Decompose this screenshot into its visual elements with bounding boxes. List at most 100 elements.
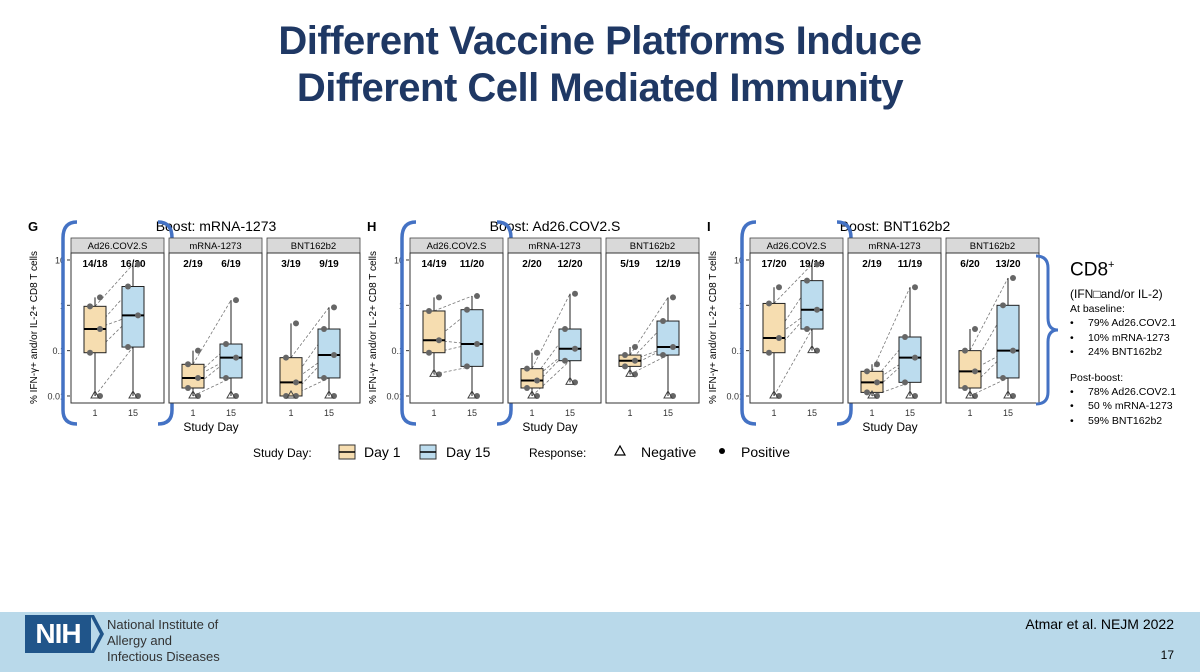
box-day15 <box>558 328 582 362</box>
data-point <box>426 349 432 356</box>
responder-count: 11/19 <box>898 259 923 270</box>
data-point <box>632 357 638 364</box>
data-point <box>524 365 530 372</box>
data-point <box>562 357 568 364</box>
panel-letter: H <box>367 219 376 234</box>
data-point <box>660 318 666 325</box>
highlight-bracket-left <box>400 220 417 426</box>
responder-count: 12/20 <box>557 259 582 270</box>
data-point <box>195 374 201 381</box>
responder-count: 12/19 <box>655 259 680 270</box>
paired-line <box>433 295 473 312</box>
data-point <box>962 384 968 391</box>
data-point <box>972 368 978 375</box>
data-point <box>464 363 470 370</box>
baseline-item: 79% Ad26.COV2.1 <box>1070 316 1200 331</box>
institute-name-line2: Allergy and <box>107 633 173 648</box>
x-tick-label: 1 <box>771 408 776 418</box>
data-point <box>804 277 810 284</box>
negative-point <box>565 376 575 385</box>
x-tick-label: 15 <box>324 408 334 418</box>
baseline-list: 79% Ad26.COV2.1 10% mRNA-1273 24% BNT162… <box>1070 316 1200 360</box>
paired-line <box>871 287 911 372</box>
negative-point <box>226 389 236 399</box>
box-day15 <box>656 320 680 356</box>
y-tick-label: 0.01 <box>386 391 404 401</box>
data-point <box>195 347 201 354</box>
negative-point <box>905 389 915 399</box>
x-tick-label: 1 <box>431 408 436 418</box>
slide-title-line1: Different Vaccine Platforms Induce <box>278 19 922 63</box>
paired-line <box>290 307 330 358</box>
paired-line <box>531 360 571 397</box>
negative-point <box>128 389 138 399</box>
data-point <box>1000 374 1006 381</box>
negative-point <box>625 368 635 377</box>
data-point <box>534 377 540 384</box>
data-point <box>474 293 480 300</box>
y-axis-label: % IFN-γ+ and/or IL-2+ CD8 T cells <box>29 251 40 404</box>
data-point <box>670 344 676 351</box>
data-point <box>293 320 299 327</box>
y-axis-label: % IFN-γ+ and/or IL-2+ CD8 T cells <box>368 251 379 404</box>
paired-line <box>192 377 232 397</box>
data-point <box>766 349 772 356</box>
negative-point <box>90 389 100 399</box>
slide-title: Different Vaccine Platforms Induce Diffe… <box>0 18 1200 112</box>
y-tick-label: 0.1 <box>52 346 65 356</box>
facet-strip-label: mRNA-1273 <box>528 241 580 252</box>
data-point <box>135 312 141 319</box>
data-point <box>1000 302 1006 309</box>
responder-count: 5/19 <box>620 259 640 270</box>
data-point <box>185 361 191 368</box>
box-day15 <box>800 280 824 330</box>
data-point <box>464 306 470 313</box>
paired-line <box>192 299 232 365</box>
y-tick-label: 0.1 <box>391 346 404 356</box>
data-point <box>1010 275 1016 282</box>
data-point <box>436 337 442 344</box>
x-axis-label: Study Day <box>522 420 577 434</box>
legend-label-negative: Negative <box>641 444 696 460</box>
data-point <box>766 300 772 307</box>
data-point <box>1010 347 1016 354</box>
negative-point <box>324 389 334 399</box>
responder-count: 2/19 <box>862 259 882 270</box>
data-point <box>321 326 327 333</box>
x-tick-label: 15 <box>807 408 817 418</box>
facet-strip-label: BNT162b2 <box>630 241 675 252</box>
postboost-item: 78% Ad26.COV2.1 <box>1070 385 1200 400</box>
institute-name-line1: National Institute of <box>107 617 219 632</box>
negative-point <box>663 389 673 399</box>
paired-line <box>94 346 134 397</box>
responder-count: 14/18 <box>82 259 107 270</box>
negative-point <box>286 389 296 399</box>
data-point <box>185 384 191 391</box>
data-point <box>293 379 299 386</box>
data-point <box>814 306 820 313</box>
data-point <box>223 374 229 381</box>
data-point <box>125 344 131 351</box>
data-point <box>622 363 628 370</box>
paired-line <box>94 264 134 307</box>
negative-point <box>467 389 477 399</box>
data-point <box>524 384 530 391</box>
responder-count: 2/20 <box>522 259 542 270</box>
facet-strip-label: mRNA-1273 <box>868 241 920 252</box>
data-point <box>902 333 908 340</box>
baseline-item: 24% BNT162b2 <box>1070 345 1200 360</box>
paired-line <box>969 350 1009 389</box>
cd8-subtitle: (IFN□and/or IL-2) <box>1070 287 1163 302</box>
x-tick-label: 1 <box>627 408 632 418</box>
panel-title: Boost: mRNA-1273 <box>156 218 277 234</box>
negative-point <box>867 389 877 399</box>
data-point <box>135 261 141 268</box>
x-tick-label: 1 <box>967 408 972 418</box>
postboost-header: Post-boost: <box>1070 371 1124 384</box>
baseline-item: 10% mRNA-1273 <box>1070 331 1200 346</box>
data-point <box>125 283 131 290</box>
highlight-bracket-left <box>740 220 757 426</box>
paired-line <box>969 377 1009 397</box>
x-tick-label: 15 <box>565 408 575 418</box>
responder-count: 13/20 <box>995 259 1020 270</box>
